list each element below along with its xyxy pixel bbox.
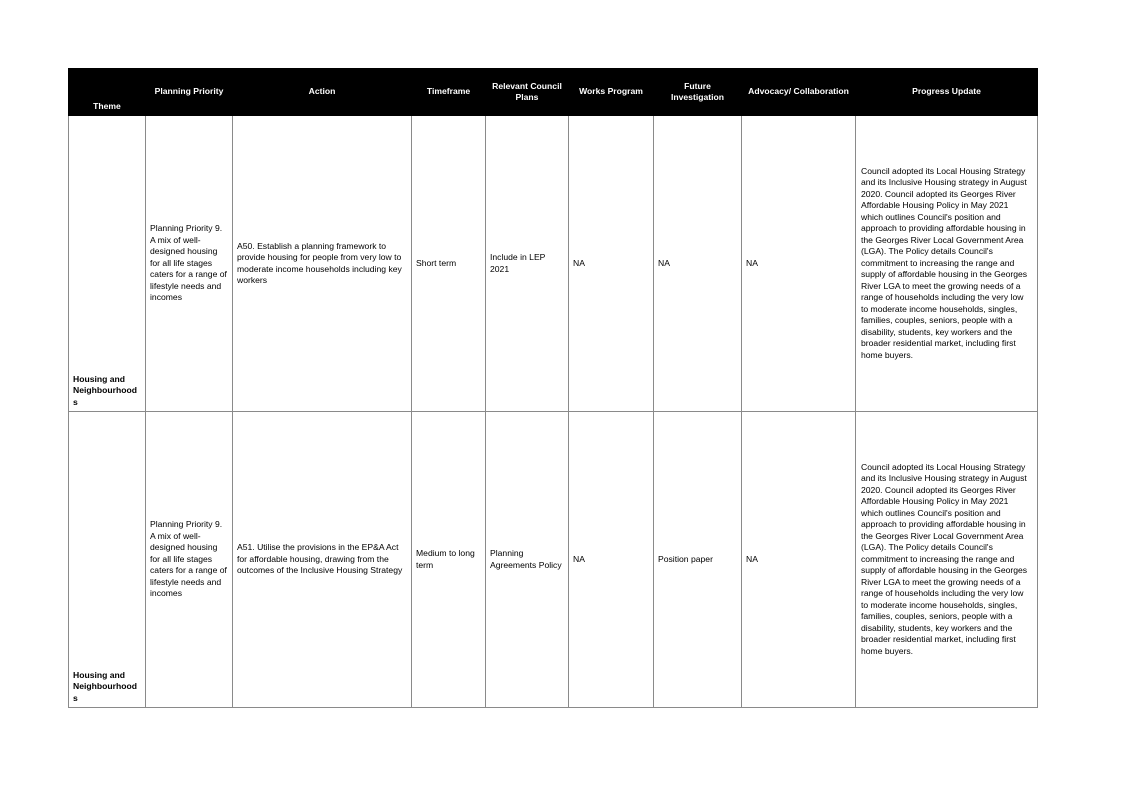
table-row: Housing and Neighbourhoods Planning Prio… <box>68 115 1038 412</box>
cell-future-investigation: NA <box>653 115 742 412</box>
header-progress-update: Progress Update <box>855 68 1038 116</box>
cell-planning-priority: Planning Priority 9. A mix of well-desig… <box>145 115 233 412</box>
header-relevant-council-plans: Relevant Council Plans <box>485 68 569 116</box>
cell-relevant-council-plans: Planning Agreements Policy <box>485 411 569 708</box>
header-row: Theme Planning Priority Action Timeframe… <box>68 68 1038 116</box>
cell-advocacy-collaboration: NA <box>741 115 856 412</box>
planning-actions-table: Theme Planning Priority Action Timeframe… <box>68 68 1038 708</box>
header-future-investigation: Future Investigation <box>653 68 742 116</box>
table-body: Housing and Neighbourhoods Planning Prio… <box>68 115 1038 708</box>
cell-progress-update: Council adopted its Local Housing Strate… <box>855 115 1038 412</box>
header-theme: Theme <box>68 68 146 116</box>
cell-future-investigation: Position paper <box>653 411 742 708</box>
header-advocacy-collaboration: Advocacy/ Collaboration <box>741 68 856 116</box>
table-row: Housing and Neighbourhoods Planning Prio… <box>68 411 1038 708</box>
cell-advocacy-collaboration: NA <box>741 411 856 708</box>
cell-theme: Housing and Neighbourhoods <box>68 411 146 708</box>
table-header: Theme Planning Priority Action Timeframe… <box>68 68 1038 116</box>
cell-progress-update: Council adopted its Local Housing Strate… <box>855 411 1038 708</box>
cell-action: A51. Utilise the provisions in the EP&A … <box>232 411 412 708</box>
cell-theme: Housing and Neighbourhoods <box>68 115 146 412</box>
cell-action: A50. Establish a planning framework to p… <box>232 115 412 412</box>
header-works-program: Works Program <box>568 68 654 116</box>
header-timeframe: Timeframe <box>411 68 486 116</box>
cell-works-program: NA <box>568 115 654 412</box>
cell-relevant-council-plans: Include in LEP 2021 <box>485 115 569 412</box>
cell-timeframe: Short term <box>411 115 486 412</box>
header-planning-priority: Planning Priority <box>145 68 233 116</box>
cell-works-program: NA <box>568 411 654 708</box>
header-action: Action <box>232 68 412 116</box>
cell-planning-priority: Planning Priority 9. A mix of well-desig… <box>145 411 233 708</box>
cell-timeframe: Medium to long term <box>411 411 486 708</box>
